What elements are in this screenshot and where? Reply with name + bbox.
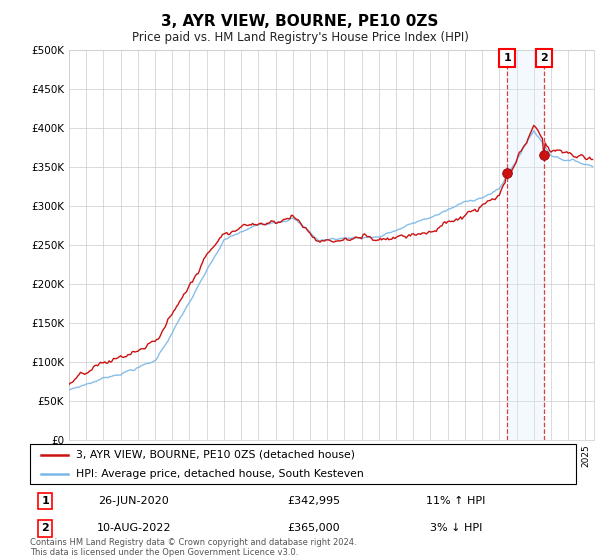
Text: 3, AYR VIEW, BOURNE, PE10 0ZS (detached house): 3, AYR VIEW, BOURNE, PE10 0ZS (detached … xyxy=(76,450,355,460)
Text: 2: 2 xyxy=(540,53,548,63)
Text: Contains HM Land Registry data © Crown copyright and database right 2024.
This d: Contains HM Land Registry data © Crown c… xyxy=(30,538,356,557)
Text: 26-JUN-2020: 26-JUN-2020 xyxy=(98,496,169,506)
Bar xyxy=(507,50,544,440)
FancyBboxPatch shape xyxy=(30,444,576,484)
Text: 3, AYR VIEW, BOURNE, PE10 0ZS: 3, AYR VIEW, BOURNE, PE10 0ZS xyxy=(161,14,439,29)
Text: 2: 2 xyxy=(41,524,49,533)
Text: HPI: Average price, detached house, South Kesteven: HPI: Average price, detached house, Sout… xyxy=(76,469,364,479)
Text: Price paid vs. HM Land Registry's House Price Index (HPI): Price paid vs. HM Land Registry's House … xyxy=(131,31,469,44)
Text: 1: 1 xyxy=(41,496,49,506)
Text: 11% ↑ HPI: 11% ↑ HPI xyxy=(426,496,485,506)
Text: 3% ↓ HPI: 3% ↓ HPI xyxy=(430,524,482,533)
Text: £365,000: £365,000 xyxy=(287,524,340,533)
Text: 10-AUG-2022: 10-AUG-2022 xyxy=(97,524,171,533)
Text: 1: 1 xyxy=(503,53,511,63)
Text: £342,995: £342,995 xyxy=(287,496,340,506)
